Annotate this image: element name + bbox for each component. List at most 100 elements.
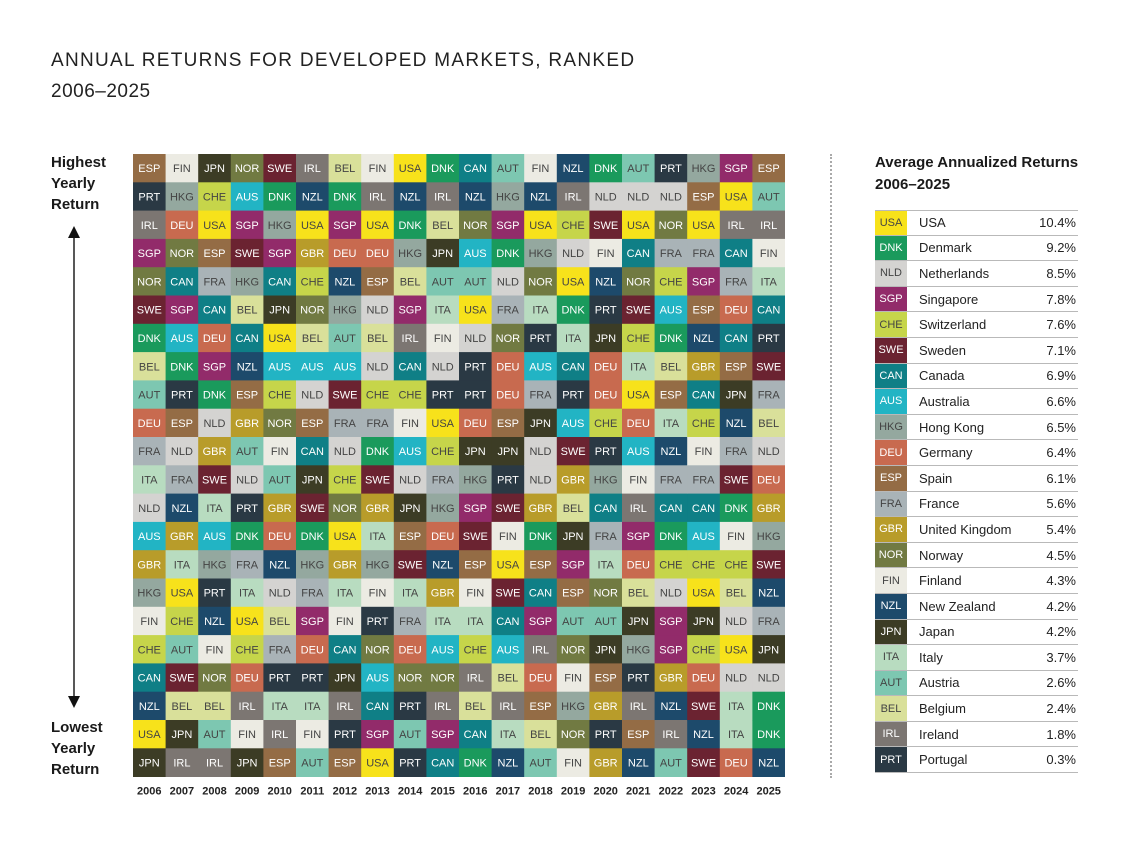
cell — [719, 635, 753, 664]
legend-country-name: Netherlands — [919, 265, 990, 281]
cell — [589, 493, 623, 523]
cell-label: NZL — [563, 163, 584, 175]
cell-label: IRL — [662, 729, 679, 741]
legend-row: DNK Denmark 9.2% — [875, 235, 1078, 262]
cell-label: CAN — [724, 248, 747, 260]
cell — [198, 493, 232, 523]
cell-label: HKG — [431, 503, 455, 515]
legend-country-name: Singapore — [919, 291, 979, 307]
cell-label: BEL — [628, 588, 649, 600]
cell — [752, 210, 785, 240]
cell — [654, 267, 688, 296]
year-label: 2016 — [463, 786, 487, 798]
cell-label: PRT — [758, 333, 780, 345]
cell — [165, 267, 199, 296]
cell — [752, 606, 785, 636]
cell — [556, 352, 590, 381]
cell-label: DEU — [627, 559, 650, 571]
cell-label: CHE — [627, 333, 650, 345]
cell — [719, 238, 753, 268]
cell-label: BEL — [367, 333, 388, 345]
cell-label: CAN — [235, 333, 258, 345]
cell-label: ESP — [269, 757, 291, 769]
cell-label: HKG — [170, 191, 194, 203]
cell-label: NLD — [595, 191, 617, 203]
year-label: 2011 — [300, 786, 324, 798]
cell-label: CHE — [398, 390, 421, 402]
cell — [622, 720, 655, 749]
cell — [328, 635, 362, 664]
cell — [687, 437, 721, 466]
cell — [589, 352, 623, 381]
cell — [459, 720, 492, 749]
cell-label: FIN — [760, 248, 778, 260]
cell — [198, 210, 232, 240]
cell — [524, 521, 558, 551]
cell-label: HKG — [463, 474, 487, 486]
cell — [263, 352, 297, 381]
cell — [263, 295, 297, 325]
cell-label: SGP — [366, 729, 389, 741]
cell-label: SGP — [627, 531, 650, 543]
cell — [133, 493, 166, 523]
chart-subtitle: 2006–2025 — [51, 81, 151, 102]
cell — [654, 238, 688, 268]
cell-label: CHE — [138, 644, 161, 656]
cell-label: USA — [334, 531, 357, 543]
cell-label: DEU — [138, 418, 161, 430]
cell — [719, 380, 753, 410]
cell-label: BEL — [269, 616, 290, 628]
legend-return-value: 2.4% — [1046, 701, 1076, 717]
cell — [426, 210, 460, 240]
cell — [589, 663, 623, 693]
cell-label: PRT — [399, 701, 421, 713]
cell — [393, 154, 427, 183]
cell — [524, 465, 558, 494]
cell-label: NOR — [463, 220, 488, 232]
cell-label: AUS — [334, 361, 357, 373]
cell-label: AUT — [399, 729, 421, 741]
cell — [524, 408, 558, 438]
cell-label: ESP — [366, 276, 388, 288]
cell-label: NOR — [202, 673, 227, 685]
legend-code-swatch: ESP — [875, 465, 907, 491]
cell — [263, 606, 297, 636]
cell-label: HKG — [235, 276, 259, 288]
cell-label: FIN — [369, 163, 387, 175]
cell-label: FRA — [432, 474, 455, 486]
cell — [719, 352, 753, 381]
axis-label-line: Highest — [51, 154, 107, 171]
legend-country-name: Denmark — [919, 240, 972, 256]
cell-label: NZL — [400, 191, 421, 203]
ranking-grid: ESP PRT IRL SGP NOR SWE DNK BEL AUT DEU FRA ITA NLD A… — [133, 154, 785, 798]
cell-label: NZL — [758, 757, 779, 769]
cell — [361, 720, 395, 749]
cell — [198, 635, 232, 664]
cell-label: JPN — [432, 248, 453, 260]
cell — [230, 748, 264, 777]
cell — [361, 521, 395, 551]
cell — [361, 748, 395, 777]
cell-label: DEU — [529, 673, 552, 685]
cell — [524, 210, 558, 240]
cell — [556, 154, 590, 183]
cell — [230, 550, 264, 579]
cell-label: AUS — [203, 531, 226, 543]
cell — [230, 154, 264, 183]
cell — [328, 748, 362, 777]
legend-code-swatch: BEL — [875, 696, 907, 721]
legend-row: ESP Spain 6.1% — [875, 465, 1078, 492]
cell — [622, 550, 655, 579]
cell-label: AUS — [268, 361, 291, 373]
cell-label: NLD — [725, 673, 747, 685]
legend-row: BEL Belgium 2.4% — [875, 696, 1078, 722]
cell-label: FIN — [303, 729, 321, 741]
cell — [524, 663, 558, 693]
cell — [524, 606, 558, 636]
cell — [556, 210, 590, 240]
cell-label: JPN — [498, 446, 519, 458]
year-label: 2019 — [561, 786, 585, 798]
cell-label: CHE — [692, 559, 715, 571]
cell-label: AUS — [529, 361, 552, 373]
cell-label: FRA — [725, 276, 748, 288]
